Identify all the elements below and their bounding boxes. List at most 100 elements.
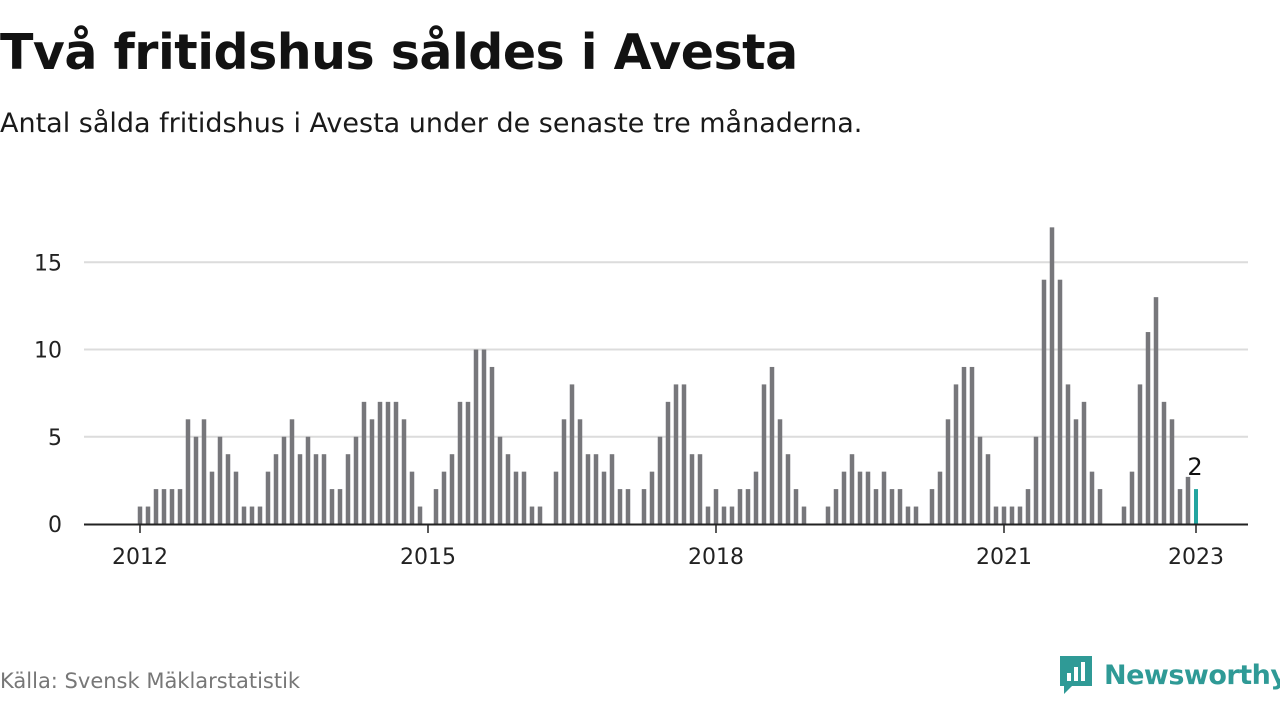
bar: [201, 419, 207, 524]
bar: [489, 366, 495, 524]
x-tick-label: 2015: [400, 545, 456, 570]
bar: [1161, 401, 1167, 524]
bar: [265, 471, 271, 524]
bar: [241, 506, 247, 524]
bar: [873, 489, 879, 524]
bar: [937, 471, 943, 524]
last-value-label: 2: [1187, 453, 1202, 481]
x-tick-label: 2012: [112, 545, 168, 570]
bar: [929, 489, 935, 524]
bar: [825, 506, 831, 524]
bar: [961, 366, 967, 524]
bar: [369, 419, 375, 524]
bar: [889, 489, 895, 524]
bar: [745, 489, 751, 524]
bar: [657, 436, 663, 524]
bar: [753, 471, 759, 524]
bar: [273, 454, 279, 524]
bars: [137, 227, 1198, 524]
chart-subtitle: Antal sålda fritidshus i Avesta under de…: [0, 108, 863, 139]
bar: [913, 506, 919, 524]
bar: [225, 454, 231, 524]
bar: [969, 366, 975, 524]
bar: [569, 384, 575, 524]
y-tick-label: 10: [34, 339, 62, 364]
bar: [433, 489, 439, 524]
bar: [217, 436, 223, 524]
x-axis-ticks: 2012 2015 2018 2021 2023: [112, 524, 1224, 570]
bar: [553, 471, 559, 524]
bar: [577, 419, 583, 524]
bar: [865, 471, 871, 524]
bar: [953, 384, 959, 524]
bar: [329, 489, 335, 524]
bar: [505, 454, 511, 524]
bar: [993, 506, 999, 524]
bar: [785, 454, 791, 524]
bar: [1033, 436, 1039, 524]
bar: [521, 471, 527, 524]
bar: [881, 471, 887, 524]
bar: [665, 401, 671, 524]
bar: [849, 454, 855, 524]
bar: [249, 506, 255, 524]
bar: [209, 471, 215, 524]
bar: [601, 471, 607, 524]
bar: [337, 489, 343, 524]
x-tick-label: 2021: [976, 545, 1032, 570]
bar: [185, 419, 191, 524]
bar: [985, 454, 991, 524]
bar: [1153, 297, 1159, 524]
bar: [385, 401, 391, 524]
bar: [473, 349, 479, 524]
bar: [417, 506, 423, 524]
bar: [145, 506, 151, 524]
bar: [1121, 506, 1127, 524]
x-tick-label: 2023: [1168, 545, 1224, 570]
bar: [193, 436, 199, 524]
bar: [673, 384, 679, 524]
bar: [1057, 279, 1063, 524]
bar: [1145, 332, 1151, 524]
newsworthy-logo-icon: [1060, 656, 1092, 694]
bar: [1169, 419, 1175, 524]
bar: [641, 489, 647, 524]
bar: [177, 489, 183, 524]
bar: [617, 489, 623, 524]
bar: [697, 454, 703, 524]
bar: [409, 471, 415, 524]
bar: [1185, 476, 1191, 524]
bar: [497, 436, 503, 524]
bar: [689, 454, 695, 524]
brand-logo[interactable]: Newsworthy: [1058, 654, 1280, 696]
bar: [465, 401, 471, 524]
bar: [761, 384, 767, 524]
bar: [905, 506, 911, 524]
bar: [513, 471, 519, 524]
bar: [305, 436, 311, 524]
bar: [625, 489, 631, 524]
bar: [401, 419, 407, 524]
bar: [1041, 279, 1047, 524]
y-axis-ticks: 0 5 10 15: [34, 251, 62, 538]
chart-title: Två fritidshus såldes i Avesta: [0, 24, 798, 81]
bar: [593, 454, 599, 524]
bar: [737, 489, 743, 524]
bar: [1081, 401, 1087, 524]
bar: [441, 471, 447, 524]
bar: [289, 419, 295, 524]
bar: [585, 454, 591, 524]
bar: [233, 471, 239, 524]
bar: [1009, 506, 1015, 524]
bar: [1089, 471, 1095, 524]
bar: [945, 419, 951, 524]
bar: [977, 436, 983, 524]
bar: [297, 454, 303, 524]
bar: [313, 454, 319, 524]
annotations: 2: [1187, 453, 1202, 481]
bar: [345, 454, 351, 524]
bar: [1137, 384, 1143, 524]
bar: [537, 506, 543, 524]
bar: [481, 349, 487, 524]
y-tick-label: 0: [48, 513, 62, 538]
